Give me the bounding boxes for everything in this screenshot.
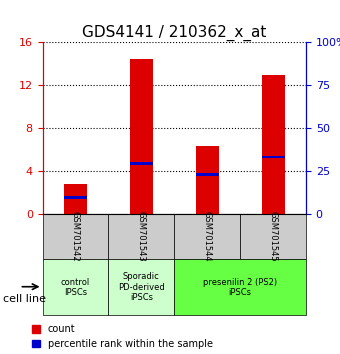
FancyBboxPatch shape <box>174 214 240 259</box>
FancyBboxPatch shape <box>174 259 306 315</box>
FancyBboxPatch shape <box>108 259 174 315</box>
Text: GSM701542: GSM701542 <box>71 211 80 262</box>
Bar <box>195 173 219 176</box>
Bar <box>130 58 153 214</box>
Bar <box>64 184 87 214</box>
Bar <box>64 196 87 199</box>
Text: GSM701544: GSM701544 <box>203 211 212 262</box>
Bar <box>261 75 285 214</box>
Legend: count, percentile rank within the sample: count, percentile rank within the sample <box>32 324 213 349</box>
Text: control
IPSCs: control IPSCs <box>61 278 90 297</box>
Text: GSM701543: GSM701543 <box>137 211 146 262</box>
Text: presenilin 2 (PS2)
iPSCs: presenilin 2 (PS2) iPSCs <box>203 278 277 297</box>
Text: cell line: cell line <box>3 294 46 304</box>
Title: GDS4141 / 210362_x_at: GDS4141 / 210362_x_at <box>82 25 267 41</box>
FancyBboxPatch shape <box>240 214 306 259</box>
FancyBboxPatch shape <box>42 214 108 259</box>
FancyBboxPatch shape <box>108 214 174 259</box>
Bar <box>261 156 285 158</box>
Bar <box>195 146 219 214</box>
Bar <box>130 162 153 165</box>
FancyBboxPatch shape <box>42 259 108 315</box>
Text: GSM701545: GSM701545 <box>269 211 277 262</box>
Text: Sporadic
PD-derived
iPSCs: Sporadic PD-derived iPSCs <box>118 272 165 302</box>
